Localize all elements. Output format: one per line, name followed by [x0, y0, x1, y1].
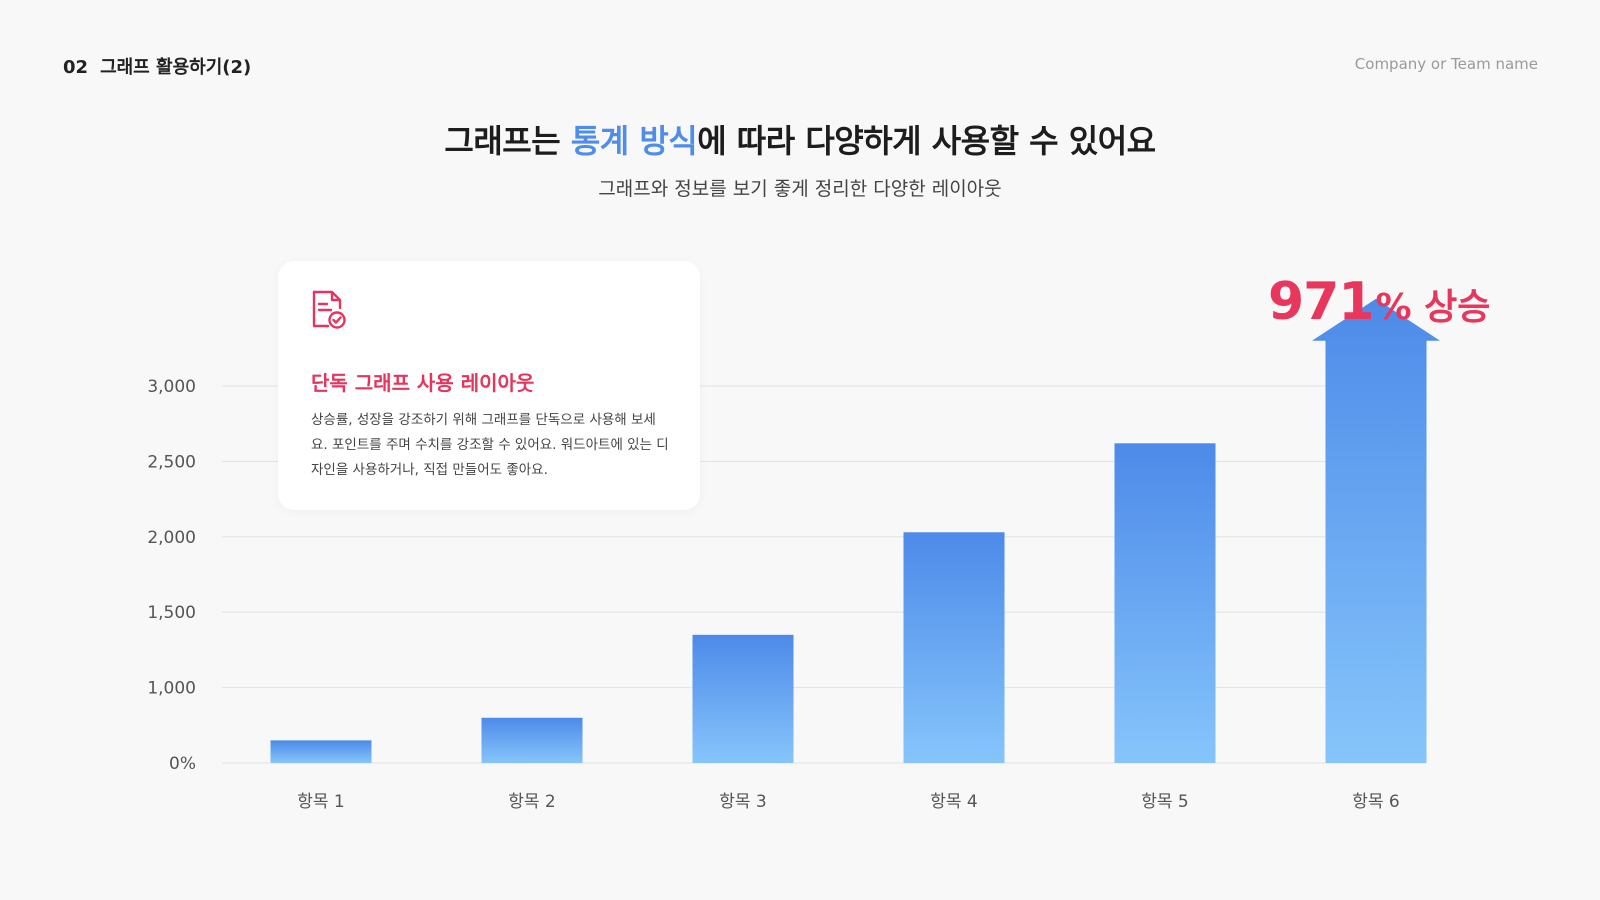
growth-value: 971: [1268, 272, 1375, 332]
info-card: 단독 그래프 사용 레이아웃 상승률, 성장을 강조하기 위해 그래프를 단독으…: [278, 261, 700, 510]
card-body: 상승률, 성장을 강조하기 위해 그래프를 단독으로 사용해 보세요. 포인트를…: [311, 412, 669, 478]
growth-suffix: % 상승: [1375, 287, 1491, 328]
bar: [1114, 443, 1216, 763]
x-tick-label: 항목 2: [508, 792, 556, 812]
bar: [903, 532, 1005, 763]
page-title: 그래프는 통계 방식에 따라 다양하게 사용할 수 있어요: [0, 116, 1600, 162]
x-tick-label: 항목 5: [1141, 792, 1189, 812]
x-tick-label: 항목 6: [1352, 792, 1400, 812]
title-highlight: 통계 방식: [570, 122, 698, 160]
y-tick-label: 1,500: [147, 603, 196, 623]
title-part-2: 에 따라 다양하게 사용할 수 있어요: [697, 122, 1156, 160]
section-title: 그래프 활용하기(2): [100, 57, 252, 78]
bar: [692, 634, 794, 763]
document-check-icon: [312, 290, 346, 329]
x-tick-label: 항목 1: [297, 792, 345, 812]
y-tick-label: 1,000: [147, 679, 196, 699]
title-part-1: 그래프는: [444, 122, 571, 160]
y-tick-label: 2,500: [147, 452, 196, 472]
y-tick-label: 2,000: [147, 528, 196, 548]
page-subtitle: 그래프와 정보를 보기 좋게 정리한 다양한 레이아웃: [598, 178, 1002, 200]
y-tick-label: 0%: [169, 754, 196, 774]
bar-arrow: [1312, 298, 1440, 763]
x-tick-label: 항목 4: [930, 792, 978, 812]
section-number: 02: [63, 57, 89, 78]
company-name: Company or Team name: [1354, 55, 1538, 73]
x-tick-label: 항목 3: [719, 792, 767, 812]
section-label: 02 그래프 활용하기(2): [63, 53, 251, 79]
bar: [481, 717, 583, 763]
bar: [270, 740, 372, 763]
growth-callout: 971% 상승: [1268, 272, 1490, 332]
card-title: 단독 그래프 사용 레이아웃: [311, 371, 535, 395]
y-tick-label: 3,000: [147, 377, 196, 397]
